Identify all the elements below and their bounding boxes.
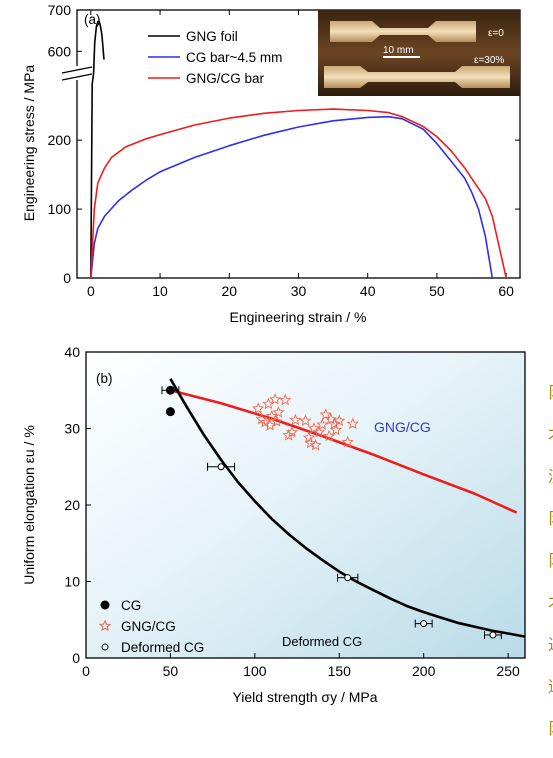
point-gng-cg [252,402,265,414]
side-glyph: 阝 [548,509,553,528]
point-cg [165,407,175,417]
legend-gng-foil: GNG foil [186,29,238,44]
y-axis-break [60,66,93,81]
point-deformed-cg [344,574,352,582]
point-gng-cg [333,414,346,427]
panel-a-x-tick-label: 30 [291,283,307,299]
legend-marker-deformed-cg [101,643,109,651]
panel-b-x-label: Yield strength σy / MPa [232,689,377,705]
panel-b-x-tick-label: 150 [328,663,352,679]
point-deformed-cg [420,620,428,628]
point-deformed-cg [489,631,497,639]
point-gng-cg [328,417,341,430]
panel-b: (b) 0 50 100 150 200 250 0 10 20 30 40 GNG/CG Defo… [21,344,526,705]
series-line-gng-foil [90,20,105,279]
panel-b-label: (b) [96,371,113,386]
panel-b-y-tick-label: 10 [64,574,80,590]
point-gng-cg [329,423,342,436]
point-gng-cg [279,393,292,406]
panel-a-x-label: Engineering strain / % [230,309,367,325]
point-gng-cg [272,406,285,418]
point-gng-cg [299,414,312,427]
panel-b-background [86,352,525,658]
side-glyph: 才 [548,593,553,612]
panel-b-ticks: 0 50 100 150 200 250 0 10 20 30 40 [64,344,520,679]
point-gng-cg [309,438,322,451]
panel-b-x-tick-label: 50 [163,663,179,679]
specimen-unstrained [330,21,476,42]
point-gng-cg [312,425,326,438]
panel-a-label: (a) [84,12,101,27]
panel-b-legend: CG GNG/CG Deformed CG [98,598,204,655]
panel-a-y-label: Engineering stress / MPa [21,65,37,222]
panel-b-x-tick-label: 0 [82,663,90,679]
panel-b-x-tick-label: 100 [243,663,267,679]
panel-a-y-tick-label: 700 [48,2,72,18]
inset-label-unstrained: ε=0 [488,28,504,39]
point-gng-cg [269,393,282,405]
fit-curve-gng-cg [170,389,518,514]
side-glyph: 阝 [548,383,553,402]
point-gng-cg [282,429,295,441]
legend-marker-gng-cg [98,619,112,632]
panel-b-y-tick-label: 30 [64,421,80,437]
panel-a-y-tick-label: 200 [48,132,72,148]
panel-b-x-tick-label: 250 [496,663,520,679]
scale-bar-label: 10 mm [383,45,414,56]
legend-cg: CG [121,598,141,613]
curve-label-gng-cg: GNG/CG [374,419,431,435]
point-gng-cg [346,417,359,430]
point-gng-cg [324,412,337,425]
specimen-photo-inset: 10 mm ε=0 ε=30% [318,10,520,96]
point-gng-cg [285,425,299,438]
panel-b-x-tick-label: 200 [412,663,436,679]
panel-a-x-tick-label: 20 [221,283,237,299]
panel-b-y-tick-label: 0 [72,650,80,666]
panel-a-x-tick-label: 0 [87,283,95,299]
legend-marker-cg [100,600,110,610]
panel-b-y-tick-label: 20 [64,497,80,513]
point-gng-cg [289,413,302,426]
panel-b-y-tick-label: 40 [64,344,80,360]
panel-b-y-label: Uniform elongation εu / % [21,425,37,585]
point-gng-cg [341,435,354,448]
side-glyph: 阝 [548,551,553,570]
panel-a-x-tick-label: 40 [360,283,376,299]
panel-a-series [90,20,507,279]
panel-a-y-tick-label: 100 [48,201,72,217]
panel-a-y-tick-label: 0 [63,270,71,286]
side-glyph: 济 [548,467,553,486]
point-gng-cg [319,408,332,420]
panel-a-x-tick-label: 60 [498,283,514,299]
panel-a-x-tick-label: 10 [152,283,168,299]
series-line-cg-bar-4-5-mm [90,115,494,279]
point-gng-cg [304,436,317,449]
point-gng-cg [302,431,315,443]
legend-deformed-cg: Deformed CG [121,640,204,655]
point-cg [165,385,175,395]
cropped-side-text: 阝才济阝阝才迁适阝 [548,383,553,738]
panel-b-points [161,385,502,640]
inset-label-strained: ε=30% [474,55,504,66]
point-gng-cg [316,418,329,430]
side-glyph: 阝 [548,719,553,738]
legend-gng-cg-bar: GNG/CG bar [186,71,265,86]
curve-label-deformed-cg: Deformed CG [282,634,362,649]
specimen-strained [324,66,510,88]
legend-cg-bar: CG bar~4.5 mm [186,50,282,65]
point-gng-cg [270,415,283,427]
panel-a-y-tick-label: 600 [48,43,72,59]
legend-gng-cg: GNG/CG [121,619,176,634]
side-glyph: 迁 [548,635,553,654]
point-deformed-cg [217,463,225,471]
panel-a-legend: GNG foil CG bar~4.5 mm GNG/CG bar [148,29,282,86]
side-glyph: 适 [548,677,553,696]
panel-a-x-tick-label: 50 [429,283,445,299]
side-glyph: 才 [548,425,553,444]
series-line-gng-cg-bar [90,108,507,279]
